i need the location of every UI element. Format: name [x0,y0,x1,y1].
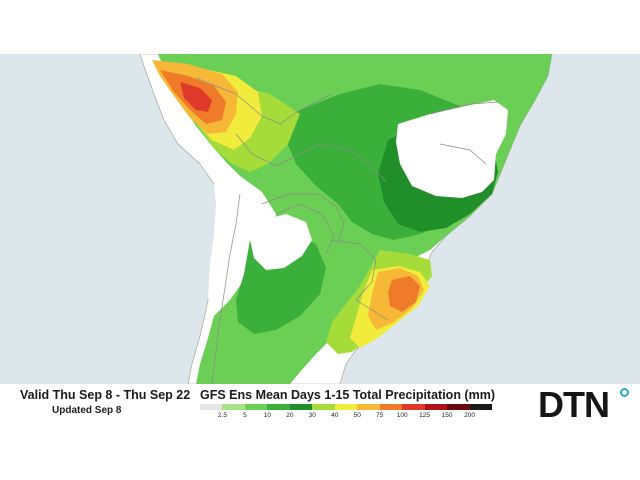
legend-swatch [200,404,223,410]
legend-tick-label: 50 [353,412,361,419]
legend-swatch [289,404,313,410]
precipitation-legend: 2.5 5 10 20 30 40 50 75 100 125 150 200 [200,404,493,424]
legend-swatch [447,404,470,410]
legend-color-scale [200,404,493,410]
legend-tick-label: 10 [263,412,271,419]
map-footer: Valid Thu Sep 8 - Thu Sep 22 Updated Sep… [0,384,640,424]
legend-tick-label: 150 [441,412,453,419]
legend-swatch [379,404,403,410]
legend-tick-label: 5 [243,412,247,419]
legend-swatch [334,404,358,410]
legend-swatch [312,404,335,410]
dry-area-coast [208,184,240,310]
precip-125-150-andes [180,82,212,112]
dtn-logo: DTN [538,384,634,426]
logo-dot-icon [620,388,629,397]
legend-swatch [469,404,493,410]
logo-wordmark: DTN [538,384,610,425]
legend-tick-label: 30 [308,412,316,419]
legend-swatch [402,404,425,410]
legend-swatch [357,404,380,410]
legend-swatch [244,404,268,410]
valid-date-range: Valid Thu Sep 8 - Thu Sep 22 [20,388,191,402]
legend-tick-label: 2.5 [217,412,227,419]
country-borders [195,77,499,384]
legend-tick-label: 40 [331,412,339,419]
legend-tick-label: 75 [376,412,384,419]
legend-tick-label: 200 [464,412,475,419]
map-canvas [0,54,640,384]
legend-swatch [424,404,448,410]
precipitation-map [0,54,640,384]
legend-swatch [222,404,245,410]
legend-tick-label: 100 [396,412,408,419]
dry-area-chaco [250,214,312,270]
updated-date: Updated Sep 8 [52,405,122,416]
legend-tick-label: 125 [419,412,431,419]
map-title: GFS Ens Mean Days 1-15 Total Precipitati… [200,388,495,402]
dry-area-brazil [396,100,508,198]
legend-swatch [267,404,290,410]
legend-tick-label: 20 [286,412,294,419]
precip-100-125-east [388,276,420,312]
